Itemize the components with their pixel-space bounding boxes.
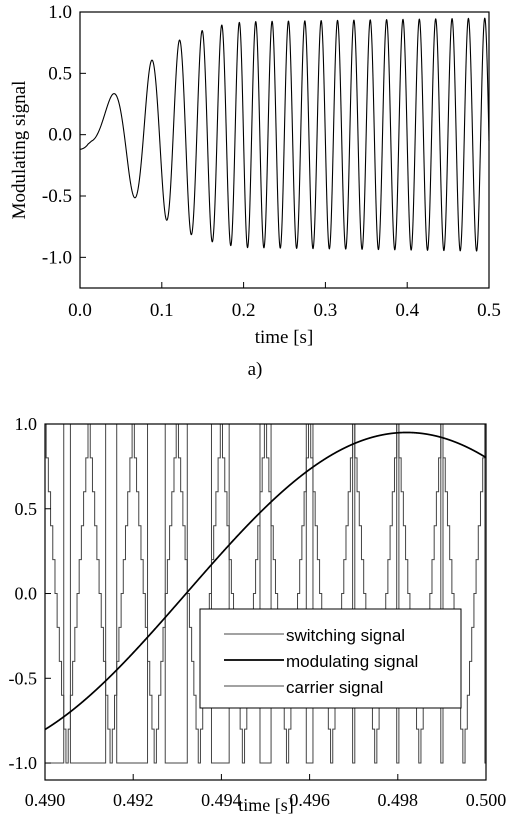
chart-b-frame bbox=[44, 423, 487, 781]
x-tick-label: 0.1 bbox=[150, 300, 174, 321]
x-tick-label: 0.500 bbox=[466, 790, 507, 810]
chart-a-modulating-line bbox=[79, 17, 490, 252]
y-tick-label: -1.0 bbox=[42, 247, 72, 268]
chart-b-xlabel: time [s] bbox=[238, 795, 294, 815]
x-tick-label: 0.494 bbox=[201, 790, 242, 810]
chart-a: 1.0 0.5 0.0 -0.5 -1.0 0.0 0.1 0.2 0.3 0.4 0.5 Mod… bbox=[9, 2, 501, 380]
x-tick-label: 0.2 bbox=[232, 300, 256, 321]
chart-a-x-ticks: 0.0 0.1 0.2 0.3 0.4 0.5 bbox=[68, 282, 501, 321]
x-tick-label: 0.492 bbox=[113, 790, 154, 810]
legend-label-carrier: carrier signal bbox=[286, 678, 383, 697]
chart-b-plot-area bbox=[45, 424, 486, 764]
chart-b-carrier-line bbox=[45, 424, 486, 764]
chart-a-frame bbox=[79, 11, 490, 289]
y-tick-label: -0.5 bbox=[9, 668, 38, 688]
chart-b-y-ticks: 1.0 0.5 0.0 -0.5 -1.0 bbox=[9, 414, 51, 773]
y-tick-label: 1.0 bbox=[15, 414, 38, 434]
legend-box bbox=[199, 608, 462, 709]
legend-label-switching: switching signal bbox=[286, 626, 405, 645]
x-tick-label: 0.496 bbox=[289, 790, 330, 810]
y-tick-label: 0.0 bbox=[48, 125, 72, 146]
x-tick-label: 0.490 bbox=[25, 790, 66, 810]
y-tick-label: -1.0 bbox=[9, 753, 38, 773]
x-tick-label: 0.0 bbox=[68, 300, 92, 321]
chart-b-switching-line bbox=[45, 424, 486, 764]
chart-b-modulating-line bbox=[45, 431, 486, 731]
x-tick-label: 0.3 bbox=[314, 300, 338, 321]
y-tick-label: 0.5 bbox=[48, 63, 72, 84]
chart-a-xlabel: time [s] bbox=[255, 327, 314, 348]
chart-b-legend: switching signal modulating signal carri… bbox=[199, 608, 462, 709]
y-tick-label: 1.0 bbox=[48, 2, 72, 23]
y-tick-label: -0.5 bbox=[42, 186, 72, 207]
x-tick-label: 0.498 bbox=[378, 790, 419, 810]
chart-b-x-ticks: 0.490 0.492 0.494 0.496 0.498 0.500 bbox=[25, 774, 507, 810]
y-tick-label: 0.0 bbox=[15, 584, 38, 604]
chart-a-panel-label: a) bbox=[248, 359, 263, 380]
chart-b: 1.00.50.0-0.5-1.0 0.490 0.492 0.494 0.496 0.… bbox=[9, 414, 507, 822]
legend-label-modulating: modulating signal bbox=[286, 652, 418, 671]
x-tick-label: 0.4 bbox=[395, 300, 419, 321]
x-tick-label: 0.5 bbox=[477, 300, 501, 321]
y-tick-label: 0.5 bbox=[15, 499, 38, 519]
chart-a-y-ticks: 1.0 0.5 0.0 -0.5 -1.0 bbox=[42, 2, 86, 268]
chart-a-ylabel: Modulating signal bbox=[9, 81, 30, 220]
